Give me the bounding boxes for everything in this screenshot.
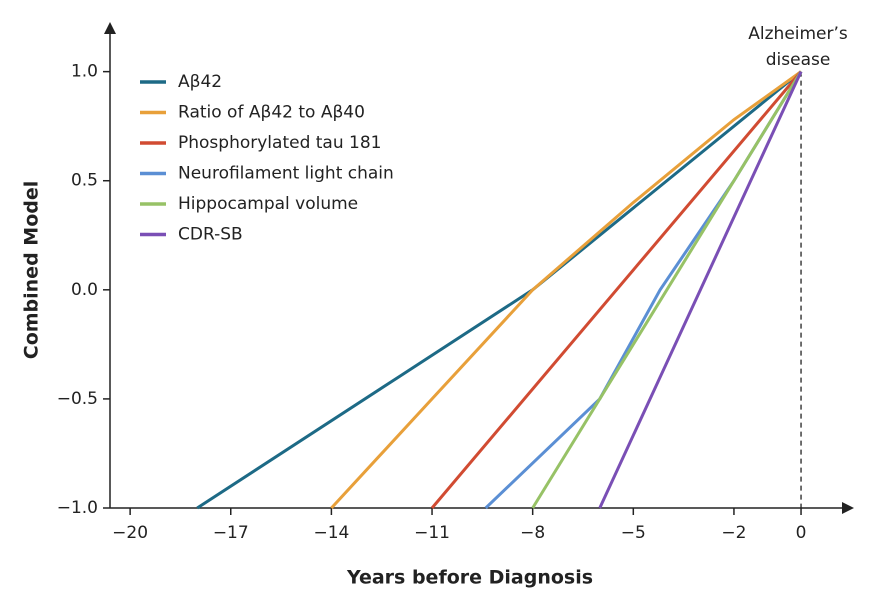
y-axis-title: Combined Model bbox=[21, 181, 43, 360]
series-line bbox=[330, 70, 802, 510]
legend-label: Phosphorylated tau 181 bbox=[178, 133, 381, 153]
x-tick-label: −20 bbox=[112, 523, 148, 543]
legend-label: Aβ42 bbox=[178, 72, 222, 92]
annotation: disease bbox=[766, 50, 831, 70]
y-tick-label: 1.0 bbox=[71, 62, 98, 82]
series-line bbox=[430, 70, 803, 509]
x-axis-title: Years before Diagnosis bbox=[346, 567, 593, 589]
x-tick-label: −5 bbox=[621, 523, 646, 543]
x-tick-label: −2 bbox=[721, 523, 746, 543]
y-tick-label: 0.5 bbox=[71, 171, 98, 191]
y-tick-label: −0.5 bbox=[57, 389, 98, 409]
legend-label: Neurofilament light chain bbox=[178, 164, 394, 184]
x-tick-label: −14 bbox=[313, 523, 349, 543]
legend-label: Ratio of Aβ42 to Aβ40 bbox=[178, 103, 365, 123]
x-tick-label: −17 bbox=[213, 523, 249, 543]
legend-label: Hippocampal volume bbox=[178, 194, 358, 214]
annotation: Alzheimer’s bbox=[748, 24, 848, 44]
series-line bbox=[598, 71, 803, 509]
x-tick-label: −8 bbox=[520, 523, 545, 543]
series-line bbox=[531, 70, 803, 509]
x-tick-label: 0 bbox=[796, 523, 807, 543]
y-tick-label: 0.0 bbox=[71, 280, 98, 300]
y-tick-label: −1.0 bbox=[57, 498, 98, 518]
legend-label: CDR-SB bbox=[178, 225, 243, 245]
x-tick-label: −11 bbox=[414, 523, 450, 543]
